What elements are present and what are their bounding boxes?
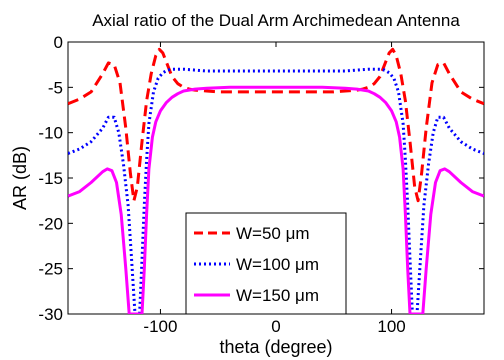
legend-label-w100: W=100 μm (236, 255, 319, 274)
legend: W=50 μm W=100 μm W=150 μm (185, 212, 347, 315)
series-line-2 (68, 85, 484, 314)
y-tick-label: -30 (38, 305, 63, 324)
y-tick-label: -5 (48, 78, 63, 97)
legend-box (185, 212, 347, 315)
y-axis-label: AR (dB) (10, 146, 30, 210)
x-tick-label: -100 (143, 317, 177, 336)
tick-layer: -100 0 100 0 -5 -10 -15 -20 -25 -30 (38, 33, 484, 336)
chart-title: Axial ratio of the Dual Arm Archimedean … (92, 11, 460, 30)
y-tick-label: 0 (54, 33, 63, 52)
series-line-0 (68, 47, 484, 203)
y-tick-label: -15 (38, 169, 63, 188)
y-tick-label: -10 (38, 124, 63, 143)
x-tick-label: 100 (377, 317, 405, 336)
series-layer (68, 47, 484, 314)
y-tick-label: -25 (38, 260, 63, 279)
legend-label-w150: W=150 μm (236, 286, 319, 305)
y-tick-label: -20 (38, 214, 63, 233)
x-tick-label: 0 (271, 317, 280, 336)
x-axis-label: theta (degree) (219, 337, 332, 357)
legend-label-w50: W=50 μm (236, 224, 310, 243)
